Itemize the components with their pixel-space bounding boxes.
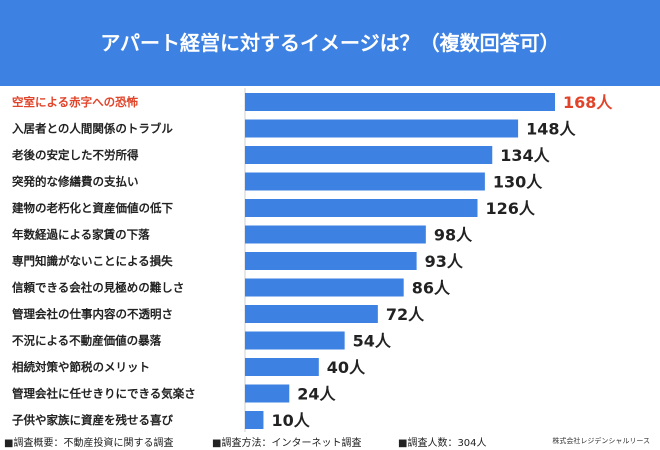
category-label: 信頼できる会社の見極めの難しさ [12,281,184,295]
value-label: 168人 [563,93,613,112]
value-label: 54人 [353,332,392,351]
bar [245,305,378,323]
category-label: 入居者との人間関係のトラブル [12,122,173,136]
category-label: 突発的な修繕費の支払い [12,175,139,189]
bar [245,384,290,403]
bar [245,199,478,217]
category-label: 不況による不動産価値の暴落 [12,334,162,348]
company-credit: 株式会社レジデンシャルリース [552,437,650,445]
category-label: 管理会社の仕事内容の不透明さ [12,307,173,321]
value-label: 98人 [434,226,473,245]
bar [245,331,345,350]
category-label: 専門知識がないことによる損失 [12,254,173,268]
category-label: 建物の老朽化と資産価値の低下 [12,201,173,215]
category-label: 空室による赤字への恐怖 [12,95,139,109]
value-label: 93人 [425,252,464,271]
value-label: 72人 [386,305,425,324]
bar [245,225,426,244]
bar [245,278,404,297]
category-label: 老後の安定した不労所得 [11,148,139,162]
bar [245,252,417,270]
survey-count: ■調査人数：304人 [398,438,487,449]
value-label: 134人 [500,146,550,165]
survey-overview: ■調査概要：不動産投資に関する調査 [4,438,174,449]
value-label: 10人 [271,411,310,430]
category-label: 管理会社に任せきりにできる気楽さ [12,387,196,401]
bar [245,172,485,191]
value-label: 148人 [526,120,576,139]
bar-chart: 空室による赤字への恐怖 168人入居者との人間関係のトラブル 148人老後の安定した… [0,86,660,438]
footer: ■調査概要：不動産投資に関する調査 ■調査方法：インターネット調査 ■調査人数：… [0,432,660,450]
bar [245,411,264,429]
bar [245,146,493,164]
value-label: 130人 [493,173,543,192]
value-label: 40人 [327,358,366,377]
category-label: 子供や家族に資産を残せる喜び [12,413,173,427]
value-label: 126人 [486,199,536,218]
value-label: 24人 [297,385,336,404]
bar [245,119,519,138]
title-banner [0,0,660,86]
chart-title: アパート経営に対するイメージは？（複数回答可） [100,31,560,55]
survey-method: ■調査方法：インターネット調査 [212,438,362,449]
category-label: 年数経過による家賃の下落 [12,228,150,242]
category-label: 相続対策や節税のメリット [12,360,150,374]
bar [245,93,555,111]
value-label: 86人 [412,279,451,298]
bar [245,358,319,376]
